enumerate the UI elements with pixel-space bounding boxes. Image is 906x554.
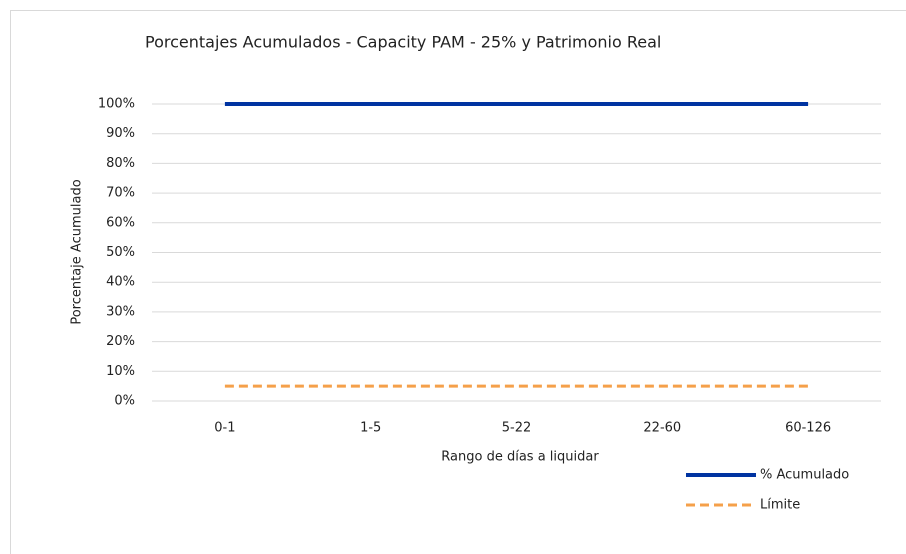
y-tick-label: 0% (114, 394, 135, 409)
y-tick-label: 70% (106, 186, 135, 201)
y-tick-label: 40% (106, 275, 135, 290)
x-tick-label: 22-60 (643, 421, 681, 436)
y-tick-label: 60% (106, 215, 135, 230)
y-tick-label: 90% (106, 126, 135, 141)
x-tick-label: 60-126 (785, 421, 831, 436)
x-tick-label: 5-22 (502, 421, 532, 436)
y-tick-label: 100% (98, 97, 135, 112)
x-axis-label: Rango de días a liquidar (441, 450, 599, 465)
x-tick-label: 1-5 (360, 421, 381, 436)
legend-label: Límite (760, 498, 800, 513)
x-tick-label: 0-1 (214, 421, 235, 436)
y-tick-label: 30% (106, 304, 135, 319)
y-tick-label: 50% (106, 245, 135, 260)
chart-title: Porcentajes Acumulados - Capacity PAM - … (145, 33, 661, 52)
y-tick-label: 10% (106, 364, 135, 379)
y-tick-label: 20% (106, 334, 135, 349)
y-tick-label: 80% (106, 156, 135, 171)
legend-label: % Acumulado (760, 468, 849, 483)
y-axis-label: Porcentaje Acumulado (70, 179, 85, 324)
